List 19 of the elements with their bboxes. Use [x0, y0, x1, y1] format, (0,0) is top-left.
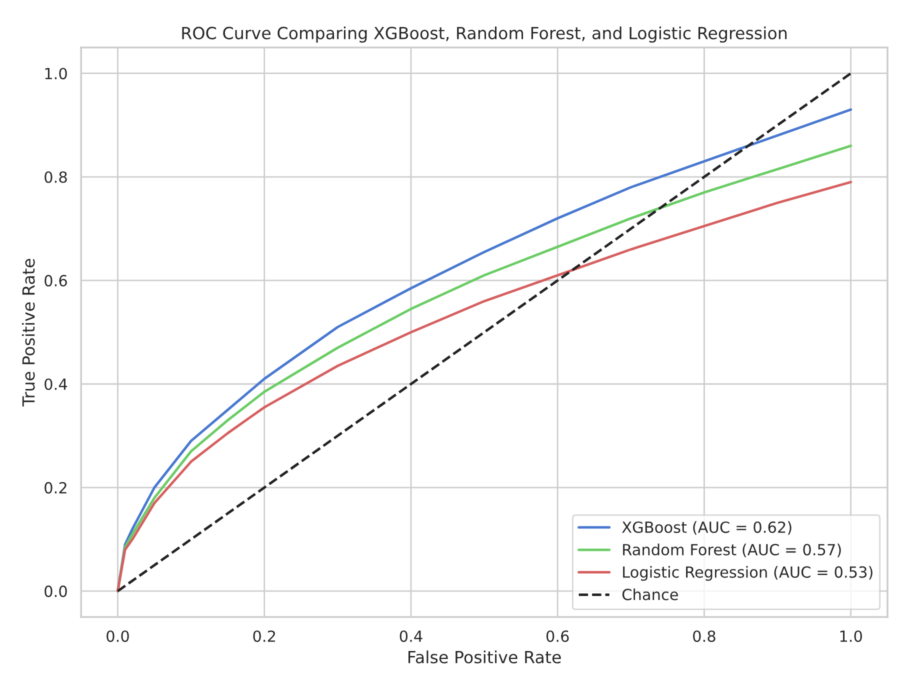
- y-tick-label: 0.4: [44, 378, 68, 390]
- x-tick-label: 1.0: [840, 630, 862, 642]
- x-tick-label: 0.0: [106, 630, 129, 642]
- legend-label: Random Forest (AUC = 0.57): [623, 544, 841, 558]
- y-tick-label: 0.2: [44, 482, 66, 494]
- x-axis-title: False Positive Rate: [408, 650, 561, 664]
- x-tick-label: 0.6: [546, 630, 569, 642]
- x-tick-label: 0.8: [693, 630, 716, 642]
- y-tick-label: 0.0: [44, 586, 67, 598]
- x-tick-label: 0.2: [253, 630, 275, 642]
- y-tick-label: 0.8: [44, 171, 67, 183]
- legend-label: XGBoost (AUC = 0.62): [622, 521, 792, 535]
- legend-label: Chance: [622, 588, 678, 600]
- legend-label: Logistic Regression (AUC = 0.53): [623, 566, 872, 581]
- y-tick-label: 0.6: [44, 274, 67, 286]
- y-axis-title: True Positive Rate: [22, 258, 35, 406]
- chart-title: ROC Curve Comparing XGBoost, Random Forest, and Logistic Regression: [182, 26, 787, 43]
- y-tick-label: 1.0: [45, 68, 67, 80]
- x-tick-label: 0.4: [400, 630, 422, 642]
